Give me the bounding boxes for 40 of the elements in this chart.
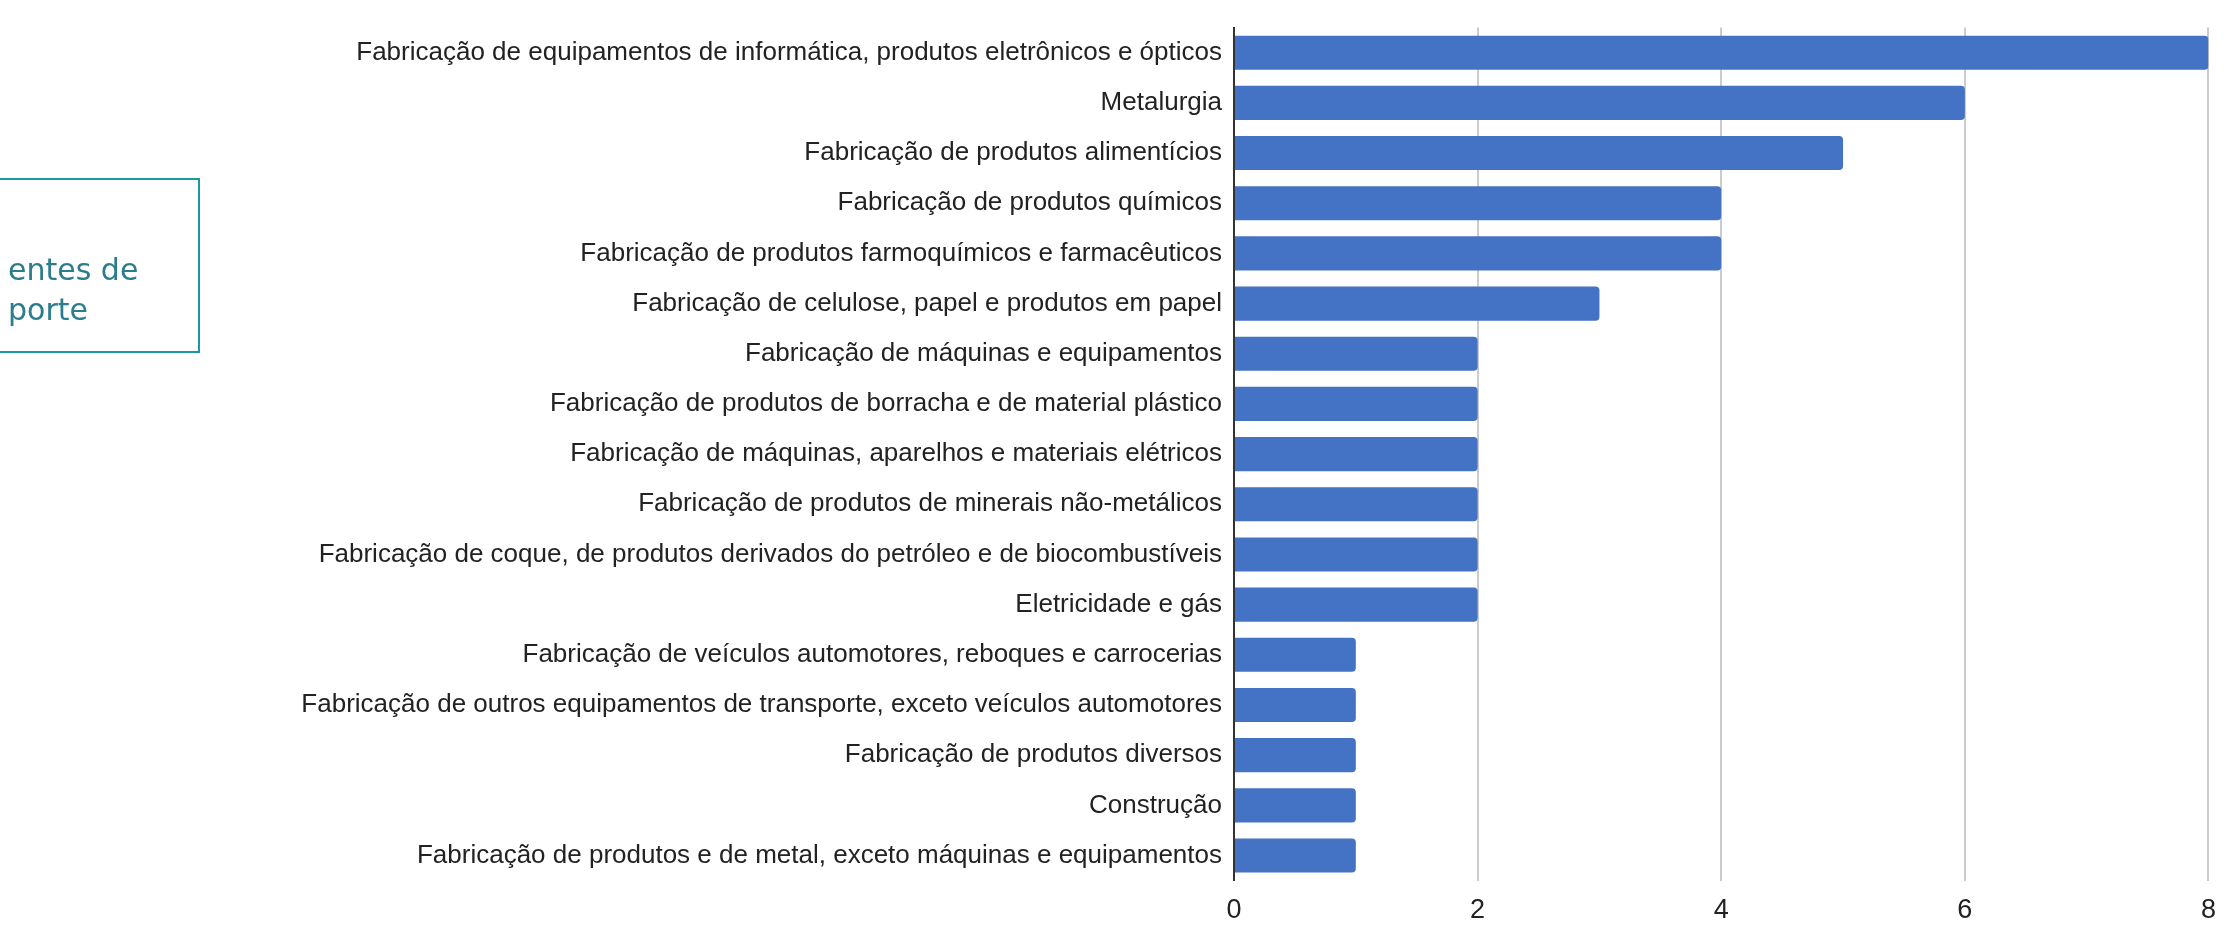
- x-tick-label: 0: [1226, 894, 1242, 925]
- y-tick-label: Fabricação de produtos diversos: [844, 738, 1222, 769]
- y-tick-label: Fabricação de produtos químicos: [837, 186, 1222, 217]
- bar: [1235, 738, 1356, 773]
- bar: [1235, 437, 1478, 472]
- bar: [1235, 236, 1722, 271]
- y-tick-label: Fabricação de produtos farmoquímicos e farmacêuticos: [580, 236, 1222, 267]
- y-tick-label: Fabricação de máquinas e equipamentos: [745, 336, 1222, 367]
- y-tick-label: Metalurgia: [1100, 86, 1223, 117]
- bar: [1235, 788, 1356, 823]
- bar: [1235, 487, 1478, 522]
- y-tick-label: Fabricação de coque, de produtos derivados do petróleo e de biocombustíveis: [318, 537, 1222, 568]
- x-tick-label: 6: [1957, 894, 1973, 925]
- y-tick-label: Fabricação de veículos automotores, reboques e carrocerias: [522, 637, 1222, 668]
- bar: [1235, 336, 1478, 371]
- y-tick-label: Eletricidade e gás: [1015, 587, 1222, 618]
- bar: [1235, 135, 1844, 171]
- bar: [1235, 687, 1356, 723]
- bar: [1235, 386, 1478, 421]
- bar: [1235, 286, 1600, 321]
- bar: [1235, 838, 1356, 873]
- y-tick-label: Fabricação de máquinas, aparelhos e materiais elétricos: [570, 437, 1222, 468]
- text: entes de porte: [0, 178, 200, 353]
- x-tick-label: 8: [2200, 894, 2217, 925]
- y-tick-label: Fabricação de produtos alimentícios: [804, 136, 1222, 167]
- y-tick-label: Construção: [1089, 788, 1222, 819]
- y-tick-label: Fabricação de produtos e de metal, exceto máquinas e equipamentos: [416, 838, 1222, 869]
- bar: [1235, 186, 1722, 221]
- y-tick-label: Fabricação de outros equipamentos de transporte, exceto veículos automotores: [301, 688, 1222, 719]
- bar: [1235, 35, 2209, 70]
- bar: [1235, 537, 1478, 572]
- bar: [1235, 637, 1356, 672]
- x-tick-label: 2: [1470, 894, 1486, 925]
- x-tick-label: 4: [1713, 894, 1729, 925]
- y-tick-label: Fabricação de produtos de borracha e de material plástico: [549, 387, 1222, 418]
- y-tick-label: Fabricação de produtos de minerais não-metálicos: [638, 487, 1222, 518]
- bar: [1235, 85, 1965, 120]
- y-tick-label: Fabricação de celulose, papel e produtos em papel: [632, 286, 1222, 317]
- y-tick-label: Fabricação de equipamentos de informática, produtos eletrônicos e ópticos: [356, 35, 1222, 66]
- bar: [1235, 587, 1478, 622]
